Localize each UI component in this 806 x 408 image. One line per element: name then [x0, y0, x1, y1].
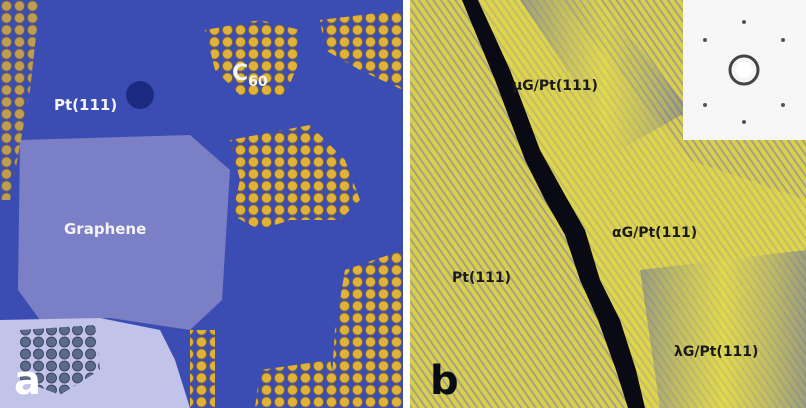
annotation: λG/Pt(111)	[674, 344, 758, 360]
annotation: Pt(111)	[452, 270, 511, 286]
panel-letter: b	[430, 358, 459, 404]
annotation-subscript: 60	[248, 74, 268, 90]
panel-letter: a	[14, 358, 41, 404]
divider	[403, 0, 410, 408]
panel-b: μG/Pt(111) αG/Pt(111) Pt(111) λG/Pt(111)…	[410, 0, 806, 408]
annotation: μG/Pt(111)	[512, 78, 598, 94]
figure: Pt(111) C60 Graphene a μG/Pt(111) αG/Pt(…	[0, 0, 806, 408]
annotation-main: C	[232, 61, 248, 86]
page: {"panels": [ {"letter": "a", "annotation…	[0, 0, 806, 408]
annotation: Pt(111)	[54, 96, 117, 114]
annotation: Graphene	[64, 220, 146, 238]
annotation: αG/Pt(111)	[612, 225, 697, 241]
panel-a: Pt(111) C60 Graphene a	[0, 0, 403, 408]
